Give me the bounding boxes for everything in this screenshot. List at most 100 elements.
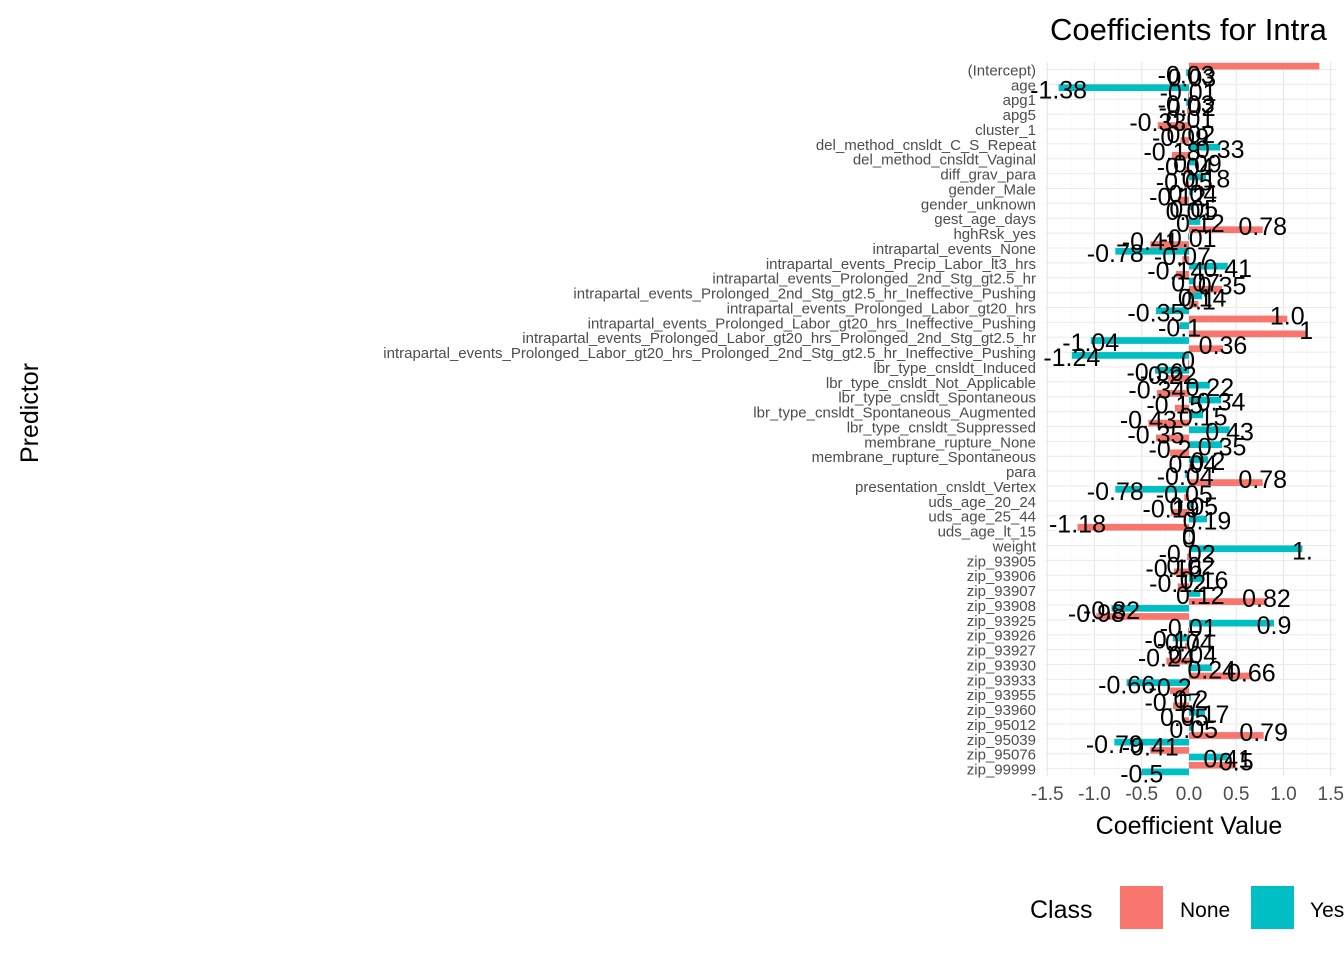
bar-none xyxy=(1182,256,1189,263)
x-tick-label: -1.0 xyxy=(1078,784,1111,805)
y-tick-label: lbr_type_cnsldt_Not_Applicable xyxy=(826,375,1036,392)
data-label-yes: -0.78 xyxy=(1087,478,1144,506)
bar-none xyxy=(1184,181,1189,189)
data-label-yes: 0.09 xyxy=(1173,151,1222,179)
data-label-yes: 0.05 xyxy=(1169,195,1218,223)
y-tick-label: del_method_cnsldt_C_S_Repeat xyxy=(816,137,1037,154)
bar-none xyxy=(1148,419,1189,427)
data-label-none: -0.12 xyxy=(1149,183,1206,211)
data-label-yes: 0.02 xyxy=(1167,552,1216,580)
bar-none xyxy=(1157,122,1189,129)
y-tick-label: zip_99999 xyxy=(967,762,1036,779)
bar-yes xyxy=(1189,753,1228,761)
bar-yes xyxy=(1189,530,1190,538)
bar-yes xyxy=(1111,604,1189,612)
y-tick-label: weight xyxy=(992,538,1037,555)
bar-none xyxy=(1189,732,1264,739)
y-tick-label: para xyxy=(1006,464,1037,481)
y-tick-label: intrapartal_events_Prolonged_Labor_gt20_… xyxy=(522,330,1036,347)
data-label-yes: -0.82 xyxy=(1083,597,1140,625)
bar-none xyxy=(1189,77,1192,85)
data-label-none: -0.17 xyxy=(1144,689,1201,717)
data-label-yes: 0.41 xyxy=(1203,746,1252,774)
y-tick-label: uds_age_25_44 xyxy=(928,509,1036,526)
data-label-none: 0 xyxy=(1182,525,1196,553)
bar-yes xyxy=(1189,545,1303,553)
data-labels: 0.5-0.410.790.05-0.17-0.20.66-0.24-0.04-… xyxy=(1030,61,1313,788)
data-label-yes: -0.35 xyxy=(1127,299,1184,327)
data-label-none: -0.43 xyxy=(1120,406,1177,434)
data-label-yes: -0.79 xyxy=(1086,731,1143,759)
data-label-none: -0.04 xyxy=(1157,154,1214,182)
data-label-yes: 0.16 xyxy=(1180,567,1229,595)
bar-yes xyxy=(1189,575,1205,582)
data-label-yes: 0.22 xyxy=(1185,374,1234,402)
y-tick-label: membrane_rupture_None xyxy=(864,434,1036,451)
data-label-none: 0.05 xyxy=(1160,704,1209,732)
y-tick-label: lbr_type_cnsldt_Spontaneous xyxy=(838,390,1036,407)
data-label-yes: 0.9 xyxy=(1257,612,1292,640)
y-tick-labels: zip_99999zip_95076zip_95039zip_95012zip_… xyxy=(383,62,1037,778)
data-label-none: -0.04 xyxy=(1157,630,1214,658)
data-label-none: 0.1 xyxy=(1181,287,1216,315)
legend-label-yes: Yes xyxy=(1310,899,1344,922)
y-tick-label: cluster_1 xyxy=(975,122,1036,139)
data-label-none: -0.2 xyxy=(1149,674,1192,702)
data-label-none: 0.36 xyxy=(1199,332,1248,360)
bar-yes xyxy=(1189,664,1212,672)
y-tick-label: zip_93907 xyxy=(967,583,1036,600)
bar-yes xyxy=(1189,128,1191,136)
data-label-yes: 0.12 xyxy=(1176,582,1225,610)
data-label-none: 0.82 xyxy=(1242,585,1291,613)
data-label-yes: -0.01 xyxy=(1160,225,1217,253)
bar-yes xyxy=(1189,709,1206,716)
data-label-yes: -0.04 xyxy=(1157,463,1214,491)
bar-none xyxy=(1096,613,1189,620)
bar-none xyxy=(1189,226,1263,234)
bar-none xyxy=(1185,166,1189,174)
bar-yes xyxy=(1189,203,1194,211)
data-label-none: -0.34 xyxy=(1128,377,1185,405)
bar-none xyxy=(1170,687,1189,695)
y-tick-label: zip_95039 xyxy=(967,732,1036,749)
bar-yes xyxy=(1172,634,1189,642)
data-label-yes: 0.04 xyxy=(1168,642,1217,670)
bar-yes xyxy=(1071,352,1189,359)
y-tick-label: zip_93960 xyxy=(967,702,1036,719)
data-label-yes: 0.02 xyxy=(1167,121,1216,149)
data-label-yes: -0.03 xyxy=(1158,91,1215,119)
plot-panel xyxy=(1045,62,1336,776)
data-label-none: -0.02 xyxy=(1159,94,1216,122)
data-label-none: -0.33 xyxy=(1129,109,1186,137)
data-label-yes: -0.36 xyxy=(1126,359,1183,387)
bar-none xyxy=(1166,657,1189,665)
data-label-none: -0.02 xyxy=(1159,540,1216,568)
bar-none xyxy=(1189,211,1190,219)
x-tick-labels: -1.5 -1.0 -0.5 0.0 0.5 1.0 1.5 xyxy=(1031,784,1344,805)
data-label-none: 0.04 xyxy=(1168,451,1217,479)
y-tick-label: zip_93930 xyxy=(967,657,1036,674)
bar-none xyxy=(1174,404,1189,412)
y-tick-label: gender_Male xyxy=(948,181,1036,198)
bars xyxy=(1058,62,1320,776)
y-tick-label: zip_93926 xyxy=(967,628,1036,645)
x-axis-title: Coefficient Value xyxy=(1096,812,1283,840)
grid xyxy=(1045,62,1336,776)
bar-yes xyxy=(1189,515,1207,523)
bar-yes xyxy=(1189,143,1221,151)
bar-yes xyxy=(1186,69,1189,77)
data-label-yes: -0.5 xyxy=(1120,761,1163,789)
data-label-none: -0.18 xyxy=(1143,139,1200,167)
data-label-yes: 0.12 xyxy=(1176,210,1225,238)
bar-none xyxy=(1077,523,1189,531)
bar-none xyxy=(1172,702,1189,710)
bar-none xyxy=(1170,449,1189,457)
y-tick-label: diff_grav_para xyxy=(940,167,1036,184)
bar-none xyxy=(1185,642,1189,650)
bar-none xyxy=(1189,598,1267,605)
data-label-yes: 0.17 xyxy=(1181,701,1230,729)
bar-yes xyxy=(1185,471,1189,478)
bar-yes xyxy=(1189,694,1191,701)
data-label-yes: -0.1 xyxy=(1158,314,1201,342)
bar-none xyxy=(1155,434,1189,442)
